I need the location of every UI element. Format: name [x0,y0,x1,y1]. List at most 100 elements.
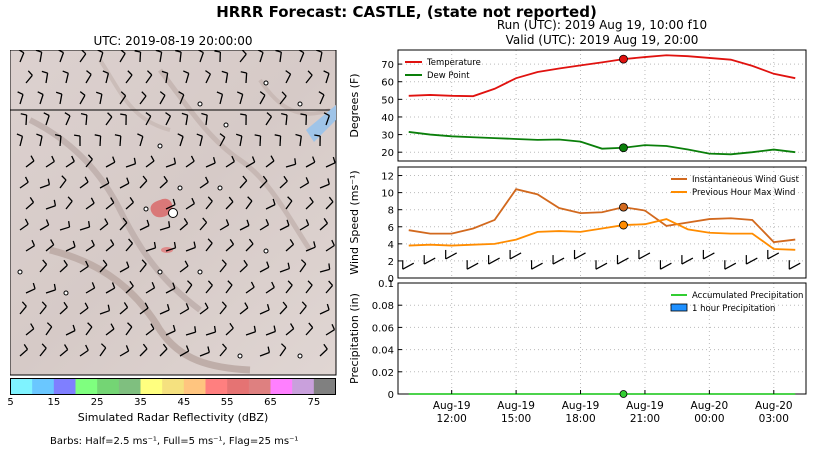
wind-barb-feather [55,91,63,95]
wind-barb-feather [106,177,110,184]
wind-barb [105,73,110,84]
wind-barb [205,284,213,294]
wind-barb-feather [241,50,247,55]
wind-barb [99,264,108,273]
wind-barb [165,73,169,84]
wind-barb [305,201,314,210]
wind-barb-feather [47,178,51,185]
wind-barb [119,350,129,357]
colorbar-cell [183,378,206,395]
wind-barb-feather [110,197,115,204]
wind-barb [488,257,500,265]
series-line-1 [408,54,796,98]
wind-barb [402,262,415,270]
wind-barb [225,201,234,210]
wind-barb [219,224,229,231]
y-tick-label: 2 [388,257,394,268]
wind-barb-feather [24,176,29,183]
wind-barb-feather [185,303,190,310]
wind-barb [279,306,288,315]
wind-barb-feather [80,50,87,55]
wind-barb-feather [270,155,275,162]
wind-barb [125,74,133,84]
wind-barb-feather [175,50,182,53]
plot-area [398,167,806,278]
wind-barb [119,306,129,315]
wind-barb-feather [150,323,155,330]
wind-barb-feather [123,302,129,308]
wind-barb [39,184,50,189]
wind-barb [325,285,334,294]
wind-barb-feather [129,280,134,287]
wind-barb [25,114,28,126]
panel-3: 0 0.02 0.04 0.06 0.08 0.1 Precipitation (in) Ac… [348,279,807,401]
wind-barb-feather [87,322,93,328]
wind-barb [265,160,275,168]
wind-barb-feather [240,71,247,74]
wind-barb-feather [84,302,89,309]
wind-barb [179,308,189,315]
wind-barb [219,347,227,357]
wind-barb-feather [142,343,148,350]
wind-barb [185,246,196,252]
wind-barb-feather [229,322,234,329]
wind-barb-feather [162,343,168,350]
wind-barb-feather [150,155,155,162]
wind-barb [59,349,69,357]
wind-barbs [16,50,336,359]
x-tick-label-date: Aug-19 [433,400,471,412]
wind-barb-feather [21,301,27,307]
calm-marker [197,269,203,275]
wind-barb [99,310,110,315]
plot-area [398,50,806,161]
y-tick-label: 0.04 [372,346,394,357]
colorbar-cell [162,378,185,395]
wind-barb-feather [23,344,29,350]
wind-barb-feather [127,322,133,328]
x-tick-label-time: 18:00 [565,413,595,425]
wind-barb [165,287,176,294]
wind-barb-feather [285,70,291,75]
wind-barb-feather [328,280,334,286]
wind-barb-feather [265,218,270,226]
wind-barb [299,182,309,189]
wind-barb-feather [242,175,248,182]
wind-barb-feather [281,112,288,116]
wind-barb-feather [41,301,47,307]
wind-barb [199,52,204,63]
wind-barb [279,95,287,105]
wind-barb [145,247,156,252]
y-tick-label: 60 [381,78,394,89]
wind-barb-feather [259,91,266,96]
wind-barb-feather [120,113,127,116]
x-tick-label-date: Aug-19 [626,400,664,412]
wind-barb [319,183,330,189]
wind-barb [325,329,335,336]
wind-barb-feather [50,239,55,245]
wind-barb [45,115,50,126]
wind-barb-feather [145,112,152,117]
wind-barb-feather [183,218,189,224]
wind-barb [39,264,48,273]
wind-barb [105,202,115,210]
wind-barb [59,226,70,231]
wind-barb-feather [222,343,227,349]
colorbar-cell [248,378,271,395]
wind-barb-feather [141,259,147,265]
wind-barb [305,284,313,294]
wind-barb-feather [178,91,185,96]
calm-marker [17,269,23,275]
wind-barb [199,181,209,189]
wind-barb-feather [104,218,109,225]
wind-barb-feather [295,133,302,137]
wind-barb [139,136,144,147]
wind-barb [85,158,93,168]
wind-barb [119,95,127,105]
wind-barb-feather [207,346,210,353]
wind-barb-feather [289,239,295,245]
wind-barb [79,53,87,63]
wind-barb-feather [294,158,297,165]
wind-barb-feather [331,323,336,330]
calm-marker [197,101,203,107]
wind-barb [305,74,313,84]
